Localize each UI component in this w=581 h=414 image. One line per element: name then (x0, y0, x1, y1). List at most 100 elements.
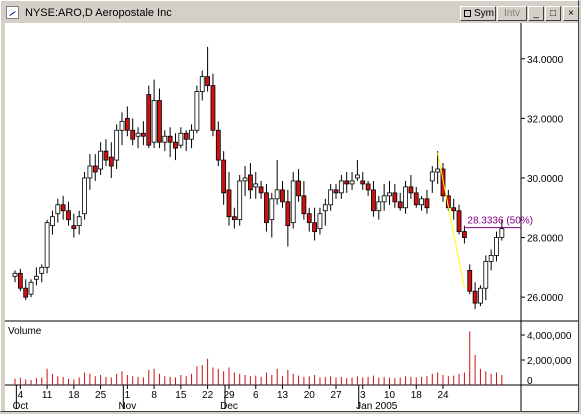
candle-body (440, 168, 446, 197)
interval-button[interactable]: Intv (497, 6, 527, 21)
candle-body (82, 177, 87, 215)
candle-body (50, 216, 55, 227)
window-title: NYSE:ARO,D Aeropostale Inc (25, 7, 172, 19)
candle-body (424, 198, 430, 209)
date-tick-label: 3 (360, 390, 366, 401)
candle-body (269, 198, 275, 221)
candle-body (408, 186, 414, 194)
symbol-icon (464, 10, 471, 17)
candle-body (419, 198, 425, 206)
date-tick-label: 4 (18, 390, 24, 401)
symbol-button[interactable]: Sym (460, 6, 496, 21)
candle-body (12, 272, 18, 277)
candle-body (76, 216, 82, 227)
date-tick-label: 22 (202, 390, 214, 401)
title-bar[interactable]: NYSE:ARO,D Aeropostale Inc Sym Intv _ □ … (3, 3, 579, 23)
candle-body (306, 213, 312, 224)
candle-body (242, 177, 248, 182)
retracement-level-label: 28.3336 (50%) (467, 216, 533, 227)
candle-body (183, 132, 189, 140)
date-tick-label: 29 (223, 390, 235, 401)
candle-body (381, 195, 387, 203)
candle-body (189, 129, 194, 140)
candle-body (33, 275, 39, 280)
close-button[interactable]: × (563, 6, 579, 21)
candle-body (162, 135, 168, 143)
chart-app-icon[interactable] (6, 6, 19, 19)
candle-body (499, 228, 505, 238)
date-tick-label: 13 (277, 390, 289, 401)
chart-area[interactable]: 34.0000 32.0000 30.0000 28.0000 26.0000 4,000… (5, 23, 578, 411)
candle-body (194, 91, 200, 131)
candle-body (338, 180, 344, 194)
candle-body (413, 192, 419, 206)
candle-body (119, 120, 125, 131)
candle-body (60, 204, 66, 212)
candle-body (467, 269, 473, 292)
candle-body (114, 129, 120, 161)
candle-body (210, 85, 216, 131)
candle-body (360, 180, 366, 185)
candle-body (461, 231, 467, 238)
candle-body (488, 255, 494, 262)
candle-body (178, 132, 184, 146)
candle-body (456, 210, 462, 233)
stock-chart[interactable]: 34.0000 32.0000 30.0000 28.0000 26.0000 4,000… (5, 23, 578, 411)
candle-body (403, 186, 408, 209)
candle-body (365, 183, 371, 191)
candle-body (247, 174, 253, 191)
candle-body (264, 192, 269, 224)
price-tick-label: 28.0000 (527, 234, 564, 245)
volume-tick-label: 2,000,000 (527, 356, 572, 367)
maximize-button[interactable]: □ (545, 6, 561, 21)
candle-body (258, 186, 264, 194)
candle-body (290, 180, 296, 224)
candle-body (253, 183, 259, 188)
candle-body (333, 189, 339, 194)
candle-body (296, 180, 301, 197)
candle-body (317, 213, 323, 230)
month-label: Nov (118, 401, 136, 411)
candle-body (274, 189, 280, 200)
price-tick-label: 34.0000 (527, 55, 564, 66)
candle-body (451, 207, 457, 212)
retracement-trendline[interactable] (437, 152, 465, 289)
candle-body (494, 237, 499, 256)
date-tick-label: 15 (175, 390, 187, 401)
candle-body (435, 168, 441, 173)
candle-body (301, 195, 307, 215)
candle-body (215, 129, 221, 161)
price-tick-label: 32.0000 (527, 114, 564, 125)
candle-body (354, 174, 360, 179)
candle-body (397, 201, 403, 209)
candle-body (71, 225, 77, 230)
candle-body (237, 180, 243, 221)
date-tick-label: 20 (304, 390, 316, 401)
minimize-button[interactable]: _ (528, 6, 544, 21)
candle-body (392, 192, 398, 203)
date-tick-label: 1 (125, 390, 131, 401)
candle-body (130, 129, 136, 140)
volume-tick-label: 4,000,000 (527, 331, 572, 342)
candle-body (173, 141, 178, 149)
candle-body (387, 192, 392, 197)
date-tick-label: 25 (95, 390, 107, 401)
month-label: Jan 2005 (356, 401, 398, 411)
candle-body (87, 165, 93, 179)
candle-body (55, 204, 61, 215)
candle-body (328, 189, 334, 206)
date-tick-label: 8 (151, 390, 157, 401)
symbol-button-label: Sym (474, 8, 494, 19)
candle-body (285, 201, 291, 227)
candle-body (472, 290, 478, 304)
date-tick-label: 27 (330, 390, 342, 401)
candle-body (135, 132, 141, 137)
candle-body (344, 180, 350, 185)
candle-body (312, 222, 318, 233)
candle-body (157, 100, 162, 143)
candle-body (92, 165, 98, 173)
volume-tick-label: 0 (527, 376, 533, 387)
candle-body (199, 76, 205, 92)
candle-body (146, 94, 152, 146)
